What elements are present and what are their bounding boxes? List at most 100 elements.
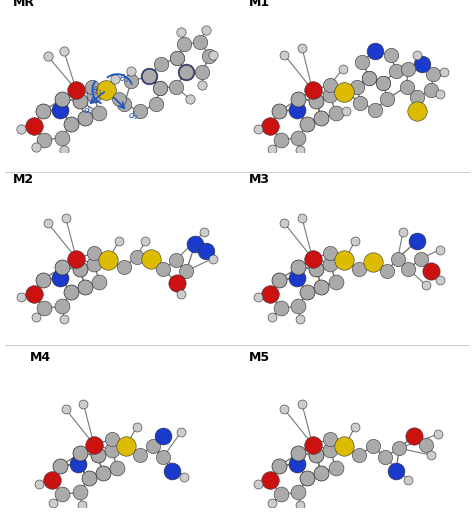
Point — [181, 40, 188, 48]
Point — [172, 82, 179, 90]
Point — [293, 105, 301, 114]
Point — [339, 65, 346, 73]
Point — [159, 432, 167, 440]
Point — [56, 274, 64, 282]
Point — [266, 290, 274, 298]
Point — [435, 430, 442, 438]
Point — [296, 501, 304, 509]
Point — [380, 79, 387, 87]
Point — [275, 276, 283, 284]
Point — [343, 107, 350, 115]
Point — [295, 95, 302, 103]
Point — [96, 109, 103, 117]
Point — [18, 293, 25, 301]
Point — [327, 92, 334, 100]
Point — [303, 119, 311, 128]
Point — [58, 134, 66, 142]
Point — [168, 467, 176, 475]
Point — [32, 313, 39, 321]
Point — [275, 276, 283, 284]
Point — [268, 313, 275, 321]
Point — [67, 119, 75, 128]
Point — [58, 263, 66, 271]
Point — [73, 86, 80, 94]
Point — [293, 460, 301, 468]
Point — [404, 65, 412, 73]
Point — [128, 67, 135, 75]
Point — [404, 265, 412, 273]
Point — [295, 449, 302, 458]
Point — [275, 462, 283, 470]
Point — [277, 304, 284, 312]
Point — [58, 263, 66, 271]
Point — [312, 97, 320, 105]
Point — [108, 435, 116, 444]
Point — [303, 474, 311, 482]
Point — [90, 249, 98, 257]
Point — [298, 43, 306, 52]
Point — [76, 449, 83, 458]
Point — [115, 237, 123, 245]
Text: $d_1$: $d_1$ — [83, 104, 95, 117]
Point — [62, 405, 70, 413]
Point — [32, 143, 39, 151]
Point — [392, 467, 400, 475]
Point — [30, 290, 37, 298]
Point — [298, 214, 306, 222]
Point — [90, 92, 98, 100]
Text: M5: M5 — [249, 351, 270, 363]
Point — [358, 57, 366, 66]
Point — [94, 451, 101, 460]
Point — [74, 460, 82, 468]
Point — [89, 82, 96, 90]
Point — [158, 59, 165, 68]
Point — [332, 464, 339, 472]
Point — [111, 75, 119, 84]
Point — [44, 52, 52, 60]
Point — [312, 265, 320, 273]
Point — [312, 451, 320, 460]
Point — [145, 72, 153, 80]
Point — [293, 274, 301, 282]
Point — [382, 453, 389, 461]
Point — [309, 254, 316, 263]
Point — [142, 237, 149, 245]
Point — [82, 114, 89, 123]
Point — [293, 460, 301, 468]
Point — [422, 440, 430, 449]
Point — [67, 288, 75, 296]
Point — [56, 105, 64, 114]
Point — [296, 315, 304, 323]
Point — [96, 278, 103, 286]
Point — [30, 121, 37, 130]
Point — [387, 51, 394, 59]
Point — [58, 490, 66, 498]
Point — [82, 283, 89, 291]
Point — [355, 265, 363, 273]
Point — [303, 288, 311, 296]
Point — [181, 473, 188, 481]
Point — [341, 442, 348, 450]
Point — [58, 302, 66, 311]
Point — [303, 119, 311, 128]
Point — [371, 105, 378, 114]
Point — [275, 462, 283, 470]
Point — [197, 38, 204, 47]
Point — [99, 469, 107, 477]
Point — [318, 114, 325, 123]
Point — [202, 26, 210, 34]
Text: $\theta_2$: $\theta_2$ — [119, 72, 130, 85]
Point — [90, 260, 98, 268]
Point — [152, 100, 160, 109]
Point — [410, 432, 418, 440]
Point — [309, 440, 316, 449]
Point — [440, 68, 447, 77]
Point — [413, 107, 421, 115]
Point — [120, 263, 128, 271]
Point — [44, 219, 52, 227]
Point — [392, 67, 400, 75]
Point — [383, 267, 391, 275]
Point — [327, 249, 334, 257]
Point — [82, 114, 89, 123]
Point — [82, 283, 89, 291]
